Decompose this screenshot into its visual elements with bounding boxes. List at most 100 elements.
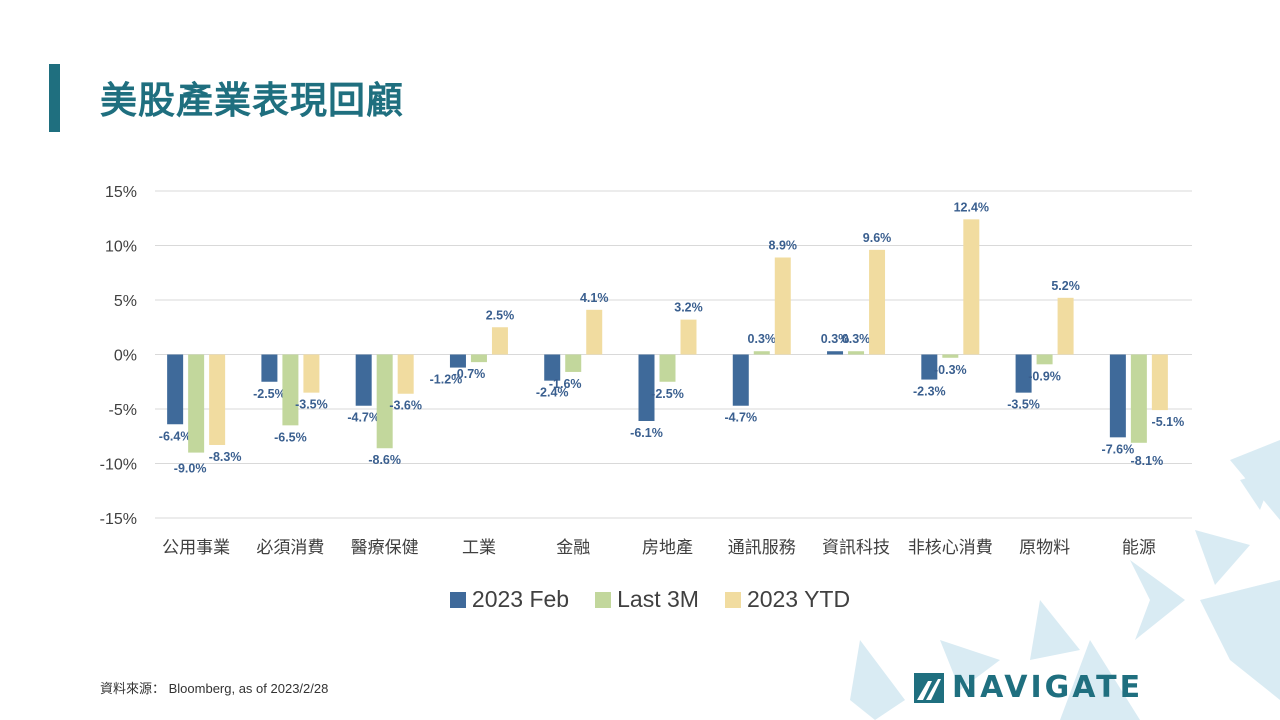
data-label: -4.7% xyxy=(347,411,380,425)
data-label: 9.6% xyxy=(863,231,892,245)
y-tick-label: -10% xyxy=(100,457,137,474)
legend-label: 2023 Feb xyxy=(471,586,570,612)
bar-last-3m xyxy=(188,354,205,453)
x-tick-label: 資訊科技 xyxy=(822,538,890,558)
legend-swatch xyxy=(595,591,612,608)
data-label: -9.0% xyxy=(174,462,207,476)
bar-2023-ytd xyxy=(774,257,791,355)
bar-2023-feb xyxy=(544,354,561,381)
legend-item: 2023 YTD xyxy=(724,586,851,613)
bar-2023-feb xyxy=(1109,354,1126,438)
data-label: -0.9% xyxy=(1028,369,1061,383)
source-note: 資料來源： Bloomberg, as of 2023/2/28 xyxy=(100,681,329,696)
data-label: -4.7% xyxy=(724,411,757,425)
logo-wordmark: NAVIGATE xyxy=(952,670,1144,705)
bar-2023-feb xyxy=(1015,354,1032,393)
legend-label: Last 3M xyxy=(617,586,699,612)
bar-last-3m xyxy=(1036,354,1053,365)
bar-last-3m xyxy=(1130,354,1147,443)
legend-label: 2023 YTD xyxy=(746,586,851,612)
bar-2023-ytd xyxy=(491,327,508,355)
brand-logo: NAVIGATE xyxy=(914,670,1143,705)
data-label: 4.1% xyxy=(580,291,609,305)
data-label: 0.3% xyxy=(842,332,871,346)
data-label: -3.6% xyxy=(389,399,422,413)
bar-2023-ytd xyxy=(1057,297,1074,355)
decor-shape xyxy=(940,640,1000,690)
legend-item: Last 3M xyxy=(595,586,699,613)
decor-shape xyxy=(1195,530,1250,585)
bar-2023-feb xyxy=(827,351,844,355)
data-label: -1.2% xyxy=(430,373,463,387)
data-label: -0.3% xyxy=(934,363,967,377)
bar-2023-ytd xyxy=(586,309,603,355)
bar-2023-feb xyxy=(732,354,749,406)
bar-last-3m xyxy=(376,354,393,449)
bar-2023-feb xyxy=(167,354,184,425)
data-label: -8.1% xyxy=(1131,454,1164,468)
data-label: -6.4% xyxy=(159,429,192,443)
decor-shape xyxy=(1130,560,1185,640)
bar-2023-ytd xyxy=(680,319,697,355)
bar-2023-ytd xyxy=(397,354,414,394)
x-tick-label: 金融 xyxy=(556,538,590,558)
navigate-logo-icon xyxy=(914,672,944,703)
y-tick-label: -15% xyxy=(100,511,137,528)
x-tick-label: 通訊服務 xyxy=(728,538,796,558)
decor-shape xyxy=(1200,580,1280,700)
y-tick-label: 5% xyxy=(114,293,137,310)
bar-2023-ytd xyxy=(869,249,886,355)
data-label: -2.4% xyxy=(536,386,569,400)
y-tick-label: 0% xyxy=(114,348,137,365)
x-tick-label: 房地產 xyxy=(642,538,693,558)
decor-shape xyxy=(850,640,905,720)
decor-shape xyxy=(1060,640,1140,720)
bar-last-3m xyxy=(659,354,676,382)
data-label: -7.6% xyxy=(1102,442,1135,456)
bar-last-3m xyxy=(470,354,487,363)
bar-2023-feb xyxy=(921,354,938,380)
bar-2023-feb xyxy=(449,354,466,368)
chart-legend: 2023 Feb Last 3M 2023 YTD xyxy=(0,586,1280,613)
data-label: 3.2% xyxy=(674,301,703,315)
data-label: 2.5% xyxy=(486,308,515,322)
title-accent-bar xyxy=(49,64,60,132)
bar-2023-ytd xyxy=(1151,354,1168,411)
bar-last-3m xyxy=(753,351,770,355)
bar-2023-ytd xyxy=(303,354,320,393)
data-label: 8.9% xyxy=(769,238,798,252)
data-label: -2.5% xyxy=(651,387,684,401)
bar-last-3m xyxy=(282,354,299,426)
data-label: 0.3% xyxy=(748,332,777,346)
x-tick-label: 公用事業 xyxy=(162,538,230,558)
bar-2023-feb xyxy=(638,354,655,421)
x-tick-label: 原物料 xyxy=(1019,538,1070,558)
data-label: 5.2% xyxy=(1051,279,1080,293)
legend-swatch xyxy=(449,591,466,608)
decor-shape xyxy=(1030,600,1080,660)
bar-last-3m xyxy=(942,354,959,358)
data-label: 12.4% xyxy=(954,200,989,214)
legend-swatch xyxy=(724,591,741,608)
x-tick-label: 工業 xyxy=(462,538,496,558)
bar-2023-feb xyxy=(261,354,278,382)
data-label: -2.5% xyxy=(253,387,286,401)
data-label: -8.3% xyxy=(209,450,242,464)
data-label: -6.1% xyxy=(630,426,663,440)
data-label: -2.3% xyxy=(913,385,946,399)
bar-2023-feb xyxy=(355,354,372,406)
x-tick-label: 非核心消費 xyxy=(908,538,993,558)
bar-last-3m xyxy=(848,351,865,355)
page-title: 美股產業表現回顧 xyxy=(100,79,404,122)
y-tick-label: 15% xyxy=(105,184,137,201)
bar-2023-ytd xyxy=(963,219,980,355)
legend-item: 2023 Feb xyxy=(449,586,570,613)
data-label: -5.1% xyxy=(1152,415,1185,429)
y-tick-label: 10% xyxy=(105,239,137,256)
x-tick-label: 醫療保健 xyxy=(351,538,419,558)
data-label: -3.5% xyxy=(295,398,328,412)
x-tick-label: 必須消費 xyxy=(256,538,324,558)
decor-shape xyxy=(1240,470,1275,510)
